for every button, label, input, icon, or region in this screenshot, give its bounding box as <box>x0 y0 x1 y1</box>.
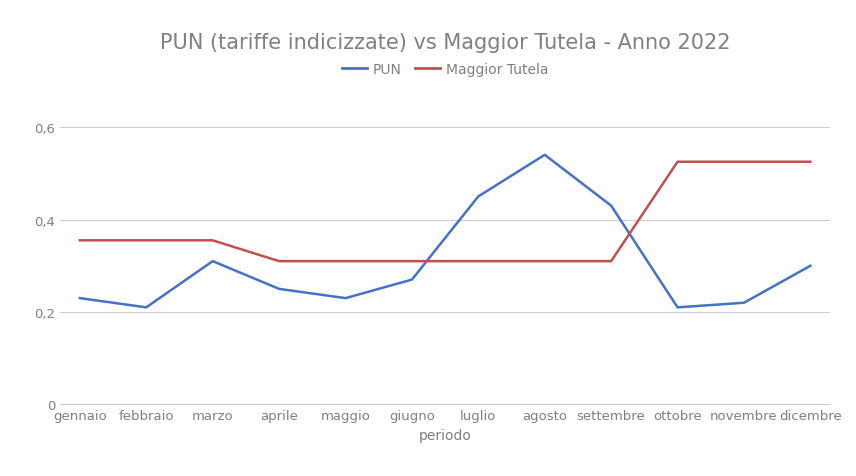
Maggior Tutela <box>606 259 616 265</box>
Title: PUN (tariffe indicizzate) vs Maggior Tutela - Anno 2022: PUN (tariffe indicizzate) vs Maggior Tut… <box>160 33 730 53</box>
PUN <box>473 194 484 200</box>
PUN <box>539 153 550 159</box>
PUN <box>274 287 284 292</box>
PUN <box>141 305 152 310</box>
Maggior Tutela <box>473 259 484 265</box>
Maggior Tutela <box>207 238 217 244</box>
X-axis label: periodo: periodo <box>419 428 472 442</box>
Maggior Tutela <box>805 159 816 165</box>
Line: Maggior Tutela: Maggior Tutela <box>80 162 811 262</box>
Legend: PUN, Maggior Tutela: PUN, Maggior Tutela <box>336 58 554 83</box>
PUN <box>74 296 85 301</box>
Maggior Tutela <box>141 238 152 244</box>
PUN <box>805 263 816 269</box>
Maggior Tutela <box>673 159 683 165</box>
PUN <box>606 203 616 209</box>
Maggior Tutela <box>407 259 417 265</box>
Maggior Tutela <box>539 259 550 265</box>
Maggior Tutela <box>74 238 85 244</box>
PUN <box>407 277 417 283</box>
PUN <box>739 300 749 306</box>
PUN <box>207 259 217 265</box>
Maggior Tutela <box>274 259 284 265</box>
PUN <box>673 305 683 310</box>
Maggior Tutela <box>341 259 351 265</box>
Maggior Tutela <box>739 159 749 165</box>
PUN <box>341 296 351 301</box>
Line: PUN: PUN <box>80 156 811 307</box>
